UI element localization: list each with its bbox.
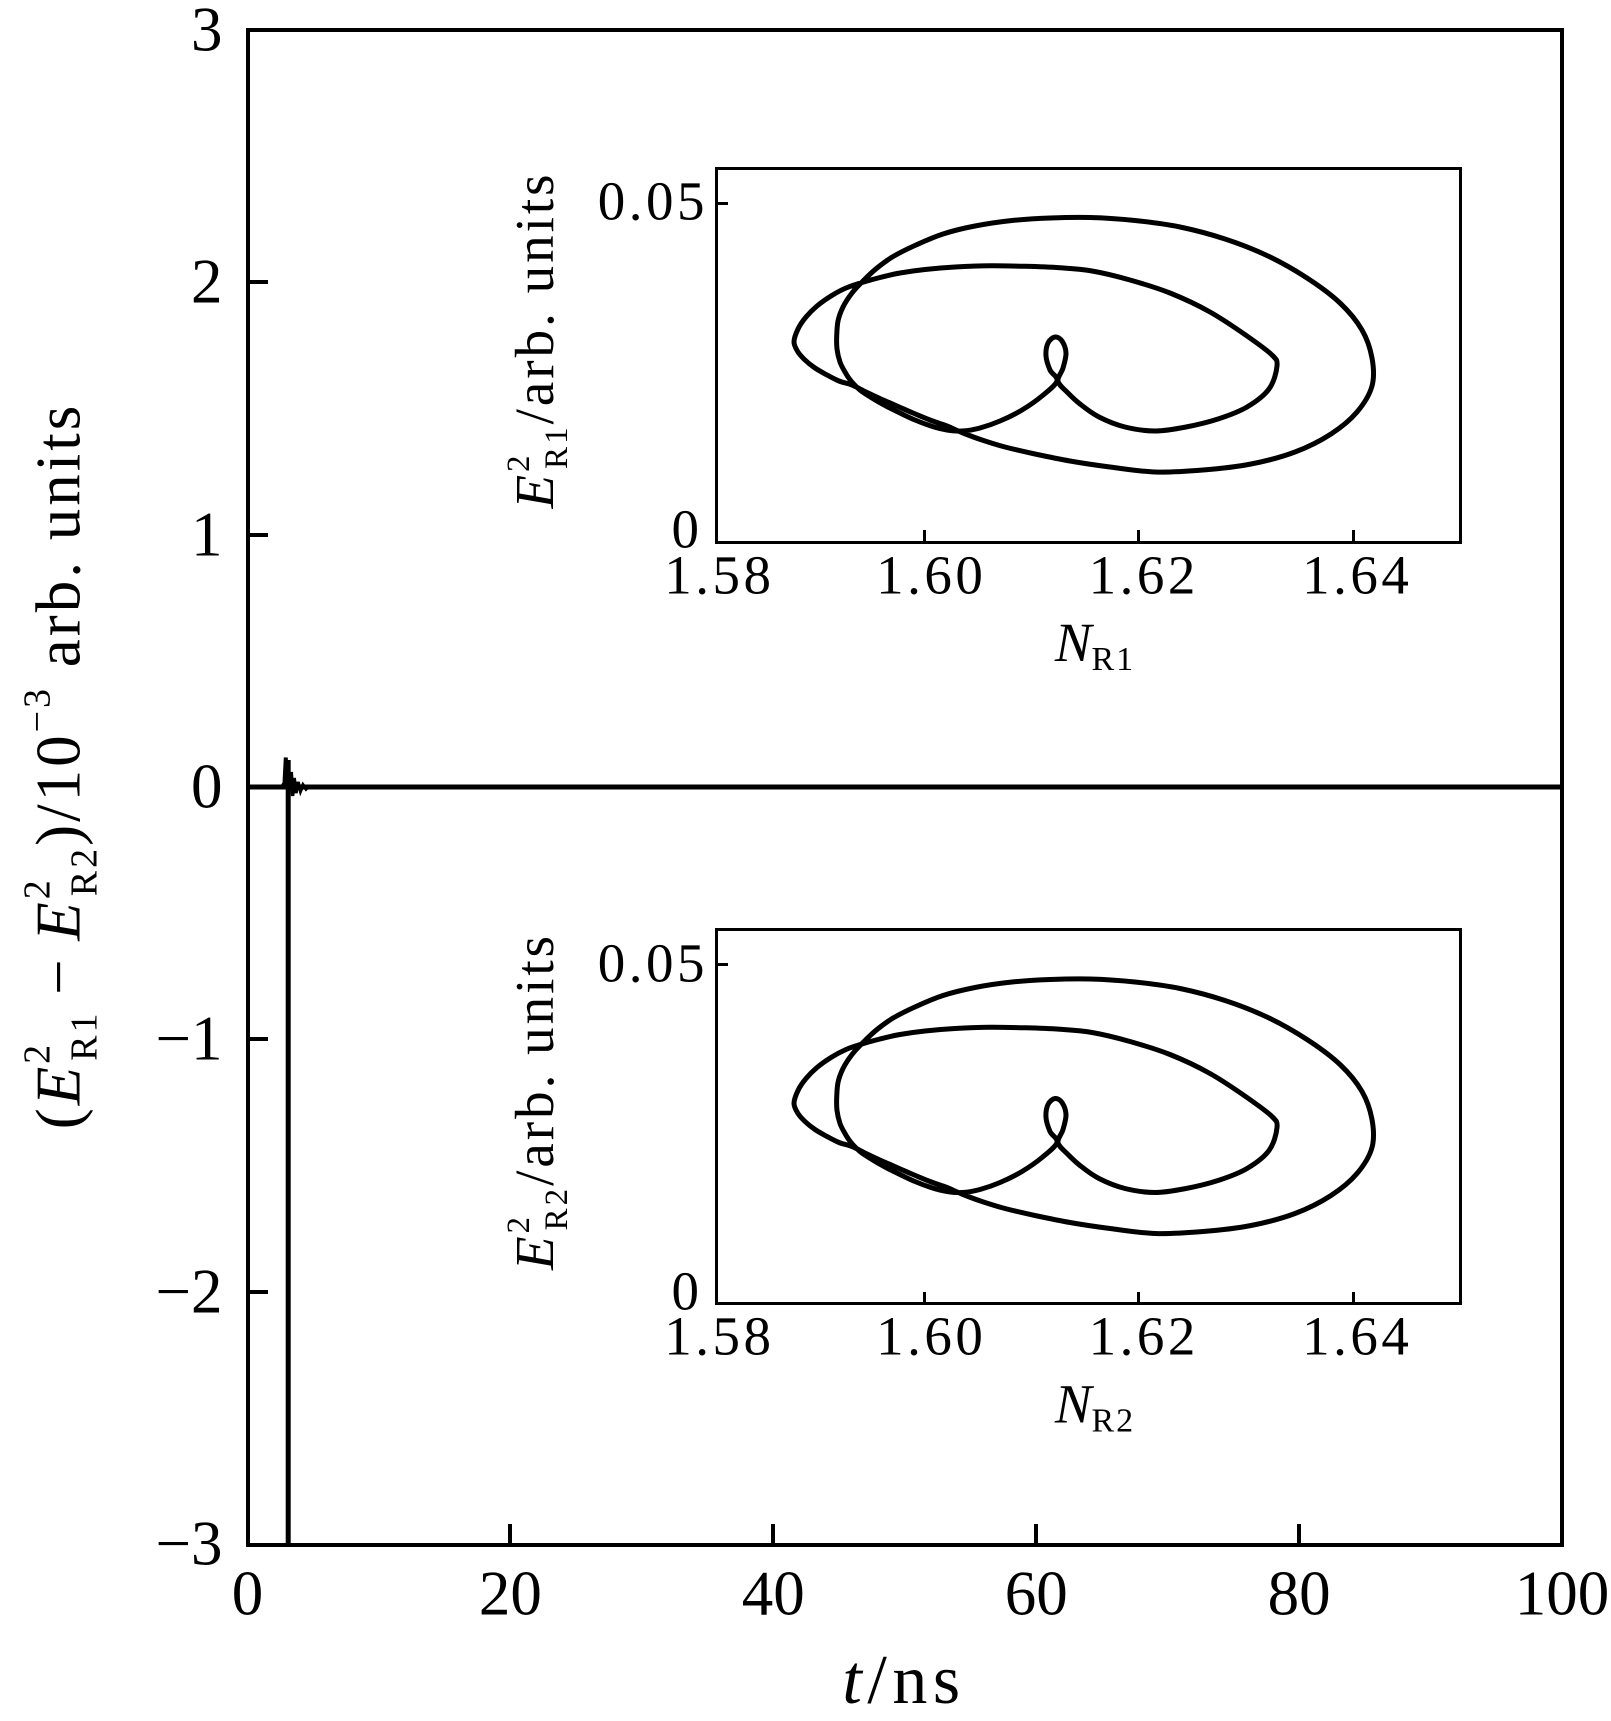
svg-text:E2R1/arb. units: E2R1/arb. units <box>501 171 575 509</box>
svg-text:E2R2/arb. units: E2R2/arb. units <box>501 933 575 1271</box>
svg-text:(E2R1 − E2R2)/10−3 arb. units: (E2 R1 − E2 R2)/10−3 arb. units <box>17 403 106 1130</box>
svg-text:t/ns: t/ns <box>842 1642 965 1719</box>
svg-text:NR1: NR1 <box>1054 612 1135 678</box>
svg-text:NR2: NR2 <box>1054 1374 1135 1440</box>
